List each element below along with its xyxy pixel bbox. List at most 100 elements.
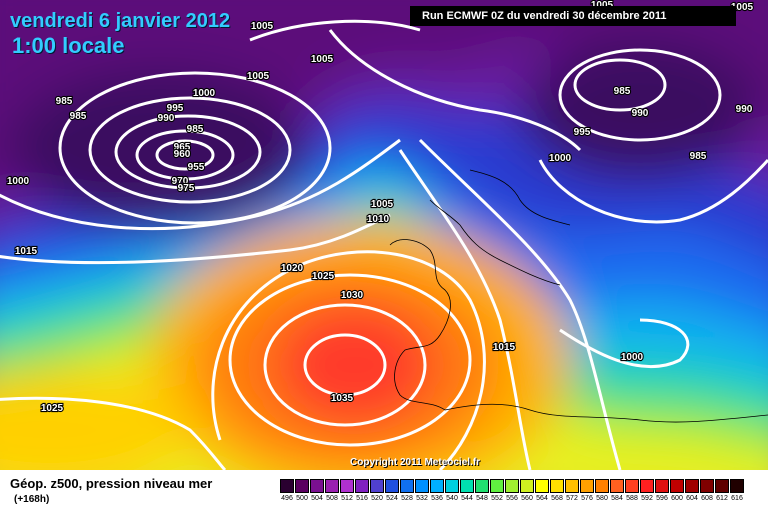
legend-tick-label: 516: [356, 495, 368, 502]
legend-swatch: [685, 479, 699, 493]
legend-tick-label: 564: [536, 495, 548, 502]
isobar-label: 1005: [247, 71, 270, 82]
legend-swatch: [550, 479, 564, 493]
legend-tick-label: 604: [686, 495, 698, 502]
legend-tick-label: 524: [386, 495, 398, 502]
legend-tick-label: 596: [656, 495, 668, 502]
isobar-label: 985: [614, 86, 631, 97]
legend-swatch: [730, 479, 744, 493]
isobar-label: 1035: [331, 393, 354, 404]
legend-tick-label: 504: [311, 495, 323, 502]
isobar-label: 1000: [193, 88, 216, 99]
legend-swatch: [490, 479, 504, 493]
legend-tick-label: 584: [611, 495, 623, 502]
legend-swatch: [595, 479, 609, 493]
lead-time: (+168h): [14, 494, 50, 505]
legend-tick-label: 540: [446, 495, 458, 502]
isobar-label: 965: [174, 142, 191, 153]
isobar-label: 1020: [281, 263, 304, 274]
legend-tick-label: 520: [371, 495, 383, 502]
legend-swatch: [565, 479, 579, 493]
legend-swatch: [475, 479, 489, 493]
legend-tick-label: 548: [476, 495, 488, 502]
legend-tick-label: 544: [461, 495, 473, 502]
legend-tick-label: 576: [581, 495, 593, 502]
legend-tick-label: 568: [551, 495, 563, 502]
isobar-label: 1000: [7, 176, 30, 187]
isobar-label: 990: [632, 108, 649, 119]
legend-swatch: [610, 479, 624, 493]
isobar-label: 1015: [493, 342, 516, 353]
legend-tick-label: 556: [506, 495, 518, 502]
isobar-label: 970: [172, 176, 189, 187]
legend-swatch: [535, 479, 549, 493]
legend-tick-label: 588: [626, 495, 638, 502]
legend-tick-label: 536: [431, 495, 443, 502]
isobar-labels: 1005100510051000985985995990985965960955…: [6, 0, 755, 415]
legend-swatch: [325, 479, 339, 493]
legend-swatch: [340, 479, 354, 493]
map-canvas: 1005100510051000985985995990985965960955…: [0, 0, 768, 470]
legend-swatch: [655, 479, 669, 493]
legend-swatch: [700, 479, 714, 493]
isobar-label: 1005: [371, 199, 394, 210]
isobar-lines: [0, 19, 768, 470]
isobar-label: 1025: [41, 403, 64, 414]
legend-swatch: [280, 479, 294, 493]
legend-swatch: [580, 479, 594, 493]
coastlines: [389, 169, 768, 423]
legend-tick-label: 600: [671, 495, 683, 502]
legend-tick-label: 612: [716, 495, 728, 502]
isobar-label: 975: [178, 183, 195, 194]
copyright-text: Copyright 2011 Meteociel.fr: [350, 457, 481, 468]
legend-tick-label: 500: [296, 495, 308, 502]
legend-swatch: [460, 479, 474, 493]
legend-swatch: [505, 479, 519, 493]
legend-swatch: [370, 479, 384, 493]
legend-tick-label: 592: [641, 495, 653, 502]
legend-swatch: [385, 479, 399, 493]
isobar-label: 1005: [251, 21, 274, 32]
legend-swatch: [310, 479, 324, 493]
geopotential-field: [0, 0, 768, 470]
legend-swatch: [400, 479, 414, 493]
legend-swatch: [445, 479, 459, 493]
isobar-label: 1000: [549, 153, 572, 164]
forecast-date: vendredi 6 janvier 2012: [10, 10, 231, 32]
isobar-label: 1025: [312, 271, 335, 282]
isobar-label: 1030: [341, 290, 364, 301]
isobar-label: 985: [187, 124, 204, 135]
legend-tick-label: 580: [596, 495, 608, 502]
isobar-label: 960: [174, 149, 191, 160]
legend-swatch: [295, 479, 309, 493]
legend-swatch: [625, 479, 639, 493]
legend-tick-label: 552: [491, 495, 503, 502]
isobar-label: 1010: [367, 214, 390, 225]
legend-swatch: [670, 479, 684, 493]
isobar-label: 985: [690, 151, 707, 162]
footer-panel: Géop. z500, pression niveau mer (+168h) …: [0, 470, 768, 512]
isobar-label: 1015: [15, 246, 38, 257]
legend-swatch: [355, 479, 369, 493]
isobar-label: 985: [56, 96, 73, 107]
isobar-label: 1005: [311, 54, 334, 65]
weather-map: 1005 1005 1005 1000 985 985 995 990 985 965 960 955…: [0, 0, 768, 470]
isobar-label: 995: [167, 103, 184, 114]
legend-tick-label: 508: [326, 495, 338, 502]
legend-tick-label: 608: [701, 495, 713, 502]
legend-swatch: [520, 479, 534, 493]
isobar-label: 955: [188, 162, 205, 173]
isobar-label: 990: [158, 113, 175, 124]
legend-tick-label: 528: [401, 495, 413, 502]
isobar-label: 1000: [621, 352, 644, 363]
field-label: Géop. z500, pression niveau mer: [10, 476, 213, 491]
legend-swatch: [640, 479, 654, 493]
isobar-label: 995: [574, 127, 591, 138]
legend-tick-label: 560: [521, 495, 533, 502]
model-run-label: Run ECMWF 0Z du vendredi 30 décembre 201…: [410, 6, 736, 26]
legend-tick-label: 496: [281, 495, 293, 502]
isobar-label: 990: [736, 104, 753, 115]
legend-swatch: [415, 479, 429, 493]
forecast-time: 1:00 locale: [12, 33, 125, 58]
legend-tick-label: 572: [566, 495, 578, 502]
